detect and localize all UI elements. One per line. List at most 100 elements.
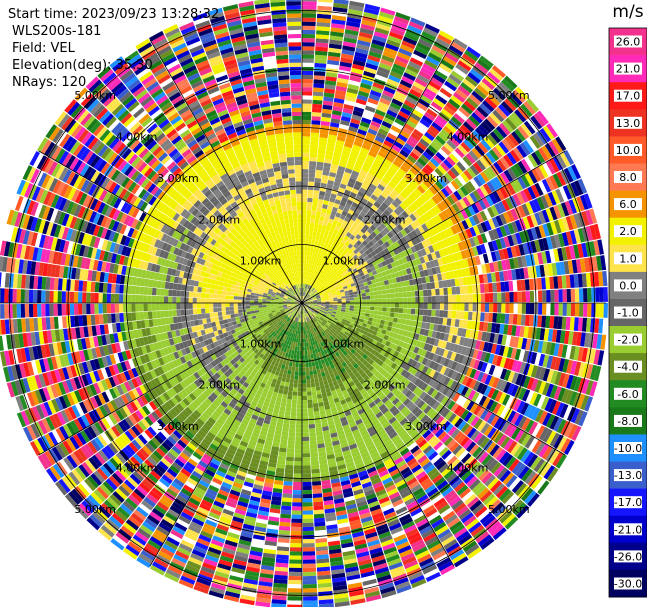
velocity-gate bbox=[372, 35, 387, 43]
velocity-gate bbox=[538, 290, 543, 303]
velocity-gate bbox=[343, 145, 352, 152]
velocity-gate bbox=[302, 46, 315, 51]
velocity-gate bbox=[490, 90, 504, 104]
velocity-gate bbox=[534, 149, 546, 164]
velocity-gate bbox=[331, 273, 336, 278]
velocity-gate bbox=[323, 96, 334, 102]
velocity-gate bbox=[353, 140, 363, 148]
velocity-gate bbox=[358, 151, 368, 158]
velocity-gate bbox=[482, 100, 495, 112]
velocity-gate bbox=[437, 164, 447, 175]
velocity-gate bbox=[352, 254, 359, 260]
velocity-gate bbox=[328, 134, 337, 140]
velocity-gate bbox=[445, 122, 457, 133]
velocity-gate bbox=[307, 201, 313, 207]
velocity-gate bbox=[302, 173, 309, 178]
velocity-gate bbox=[317, 272, 322, 277]
velocity-gate bbox=[307, 399, 313, 404]
velocity-gate bbox=[362, 113, 373, 121]
velocity-gate bbox=[398, 213, 406, 221]
velocity-gate bbox=[538, 147, 549, 162]
velocity-gate bbox=[466, 180, 476, 192]
velocity-gate bbox=[484, 312, 489, 322]
velocity-gate bbox=[321, 116, 331, 122]
velocity-gate bbox=[386, 307, 391, 312]
velocity-gate bbox=[462, 155, 473, 167]
velocity-gate bbox=[356, 240, 362, 246]
velocity-gate bbox=[312, 481, 322, 486]
velocity-gate bbox=[319, 133, 329, 139]
velocity-gate bbox=[568, 199, 578, 214]
velocity-gate bbox=[331, 15, 347, 21]
velocity-gate bbox=[302, 346, 305, 351]
velocity-gate bbox=[492, 282, 498, 293]
velocity-gate bbox=[318, 220, 324, 225]
velocity-gate bbox=[356, 94, 368, 102]
velocity-gate bbox=[377, 101, 390, 110]
velocity-gate bbox=[388, 166, 398, 175]
velocity-gate bbox=[331, 159, 340, 166]
velocity-gate bbox=[410, 221, 418, 230]
velocity-gate bbox=[335, 89, 347, 96]
velocity-gate bbox=[513, 163, 524, 176]
velocity-gate bbox=[347, 181, 355, 188]
velocity-gate bbox=[366, 211, 374, 218]
velocity-gate bbox=[302, 510, 314, 515]
velocity-gate bbox=[415, 125, 426, 135]
velocity-gate bbox=[316, 207, 322, 212]
velocity-gate bbox=[395, 12, 411, 21]
velocity-gate bbox=[424, 59, 438, 70]
velocity-gate bbox=[446, 236, 454, 246]
velocity-gate bbox=[353, 243, 359, 249]
velocity-gate bbox=[354, 227, 361, 234]
velocity-gate bbox=[305, 234, 309, 239]
velocity-gate bbox=[302, 457, 311, 462]
velocity-gate bbox=[298, 379, 302, 384]
velocity-gate bbox=[302, 259, 305, 264]
velocity-gate bbox=[371, 86, 383, 94]
velocity-gate bbox=[367, 227, 374, 235]
velocity-gate bbox=[359, 121, 370, 128]
velocity-gate bbox=[359, 211, 366, 218]
velocity-gate bbox=[509, 149, 521, 163]
velocity-gate bbox=[350, 225, 357, 231]
velocity-gate bbox=[302, 453, 311, 458]
velocity-gate bbox=[432, 154, 443, 165]
velocity-gate bbox=[357, 260, 363, 266]
velocity-gate bbox=[303, 275, 305, 280]
velocity-gate bbox=[468, 303, 473, 312]
velocity-gate bbox=[355, 194, 363, 201]
velocity-gate bbox=[472, 235, 480, 246]
velocity-gate bbox=[416, 141, 427, 151]
velocity-gate bbox=[499, 213, 508, 225]
velocity-gate bbox=[296, 404, 302, 409]
velocity-gate bbox=[308, 298, 313, 301]
velocity-gate bbox=[406, 247, 413, 255]
velocity-gate bbox=[335, 288, 340, 292]
velocity-gate bbox=[319, 278, 324, 283]
velocity-gate bbox=[313, 244, 318, 249]
velocity-gate bbox=[369, 275, 375, 281]
velocity-gate bbox=[363, 109, 375, 117]
velocity-gate bbox=[465, 238, 472, 249]
velocity-gate bbox=[458, 231, 466, 242]
velocity-gate bbox=[533, 113, 546, 128]
velocity-gate bbox=[328, 293, 333, 296]
velocity-gate bbox=[433, 118, 445, 129]
velocity-gate bbox=[348, 126, 358, 133]
velocity-gate bbox=[310, 448, 318, 454]
velocity-gate bbox=[370, 120, 381, 128]
velocity-bins bbox=[0, 0, 608, 607]
velocity-gate bbox=[395, 55, 409, 65]
velocity-gate bbox=[492, 228, 500, 240]
velocity-gate bbox=[459, 158, 470, 170]
velocity-gate bbox=[431, 170, 441, 180]
velocity-gate bbox=[436, 115, 448, 126]
velocity-gate bbox=[311, 264, 315, 269]
velocity-gate bbox=[450, 95, 463, 106]
velocity-gate bbox=[325, 226, 331, 232]
velocity-gate bbox=[435, 223, 443, 233]
velocity-gate bbox=[285, 403, 292, 408]
velocity-gate bbox=[333, 151, 342, 158]
velocity-gate bbox=[401, 146, 412, 155]
